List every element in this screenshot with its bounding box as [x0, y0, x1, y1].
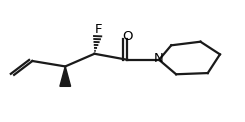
Text: F: F	[94, 23, 102, 36]
Text: N: N	[154, 52, 164, 65]
Polygon shape	[60, 66, 71, 86]
Text: O: O	[122, 30, 133, 43]
